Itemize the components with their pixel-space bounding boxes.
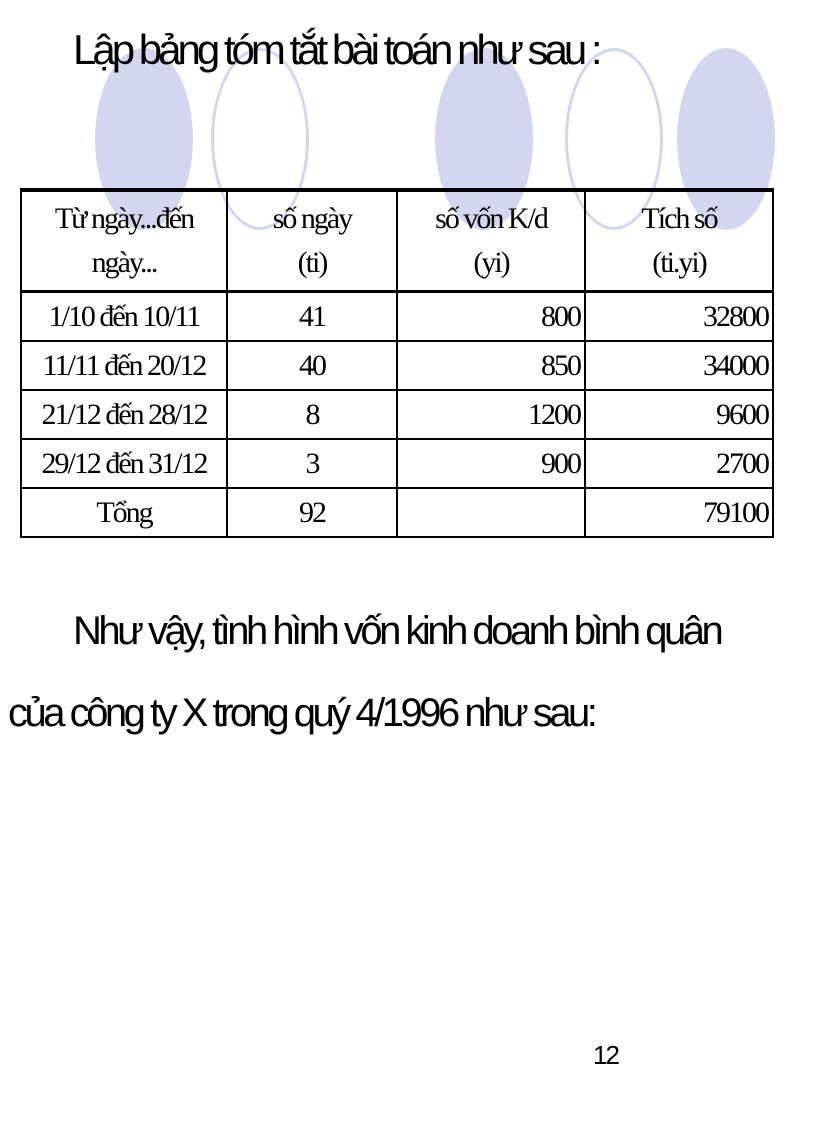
cell-date-range: 11/11 đến 20/12	[42, 348, 208, 382]
cell-total-label: Tổng	[96, 495, 153, 529]
cell-product: 9600	[716, 397, 770, 431]
table-row: 29/12 đến 31/12 3 900 2700	[20, 438, 774, 489]
cell-product: 34000	[703, 348, 770, 382]
header-product: Tích số (ti.yi)	[584, 189, 774, 293]
cell-days: 8	[305, 397, 321, 431]
table-row: 1/10 đến 10/11 41 800 32800	[20, 290, 774, 342]
table-row: 21/12 đến 28/12 8 1200 9600	[20, 389, 774, 440]
slide-title: Lập bảng tóm tắt bài toán như sau :	[73, 26, 603, 73]
cell-days: 3	[305, 446, 321, 480]
cell-days: 40	[299, 348, 327, 382]
summary-table: Từ ngày...đến ngày... số ngày (ti) số vốn …	[20, 188, 774, 538]
cell-capital: 1200	[528, 397, 582, 431]
conclusion-line-2: của công ty X trong quý 4/1996 như sau:	[8, 691, 598, 735]
conclusion-line-1: Như vậy, tình hình vốn kinh doanh bình q…	[73, 609, 724, 653]
table-header-row: Từ ngày...đến ngày... số ngày (ti) số vốn …	[20, 189, 774, 293]
cell-date-range: 29/12 đến 31/12	[41, 446, 209, 480]
table-row: 11/11 đến 20/12 40 850 34000	[20, 340, 774, 391]
cell-days: 41	[299, 299, 327, 333]
header-date-range: Từ ngày...đến ngày...	[20, 189, 228, 293]
cell-total-product: 79100	[703, 495, 770, 529]
page-number: 12	[593, 1040, 620, 1070]
cell-product: 32800	[703, 299, 770, 333]
cell-capital: 850	[541, 348, 582, 382]
header-days: số ngày (ti)	[226, 189, 398, 293]
header-capital: số vốn K/d (yi)	[396, 189, 586, 293]
cell-total-days: 92	[299, 495, 327, 529]
cell-capital: 900	[541, 446, 582, 480]
cell-date-range: 1/10 đến 10/11	[48, 299, 202, 333]
table-total-row: Tổng 92 79100	[20, 487, 774, 538]
cell-date-range: 21/12 đến 28/12	[41, 397, 209, 431]
cell-product: 2700	[716, 446, 770, 480]
cell-capital: 800	[541, 299, 582, 333]
